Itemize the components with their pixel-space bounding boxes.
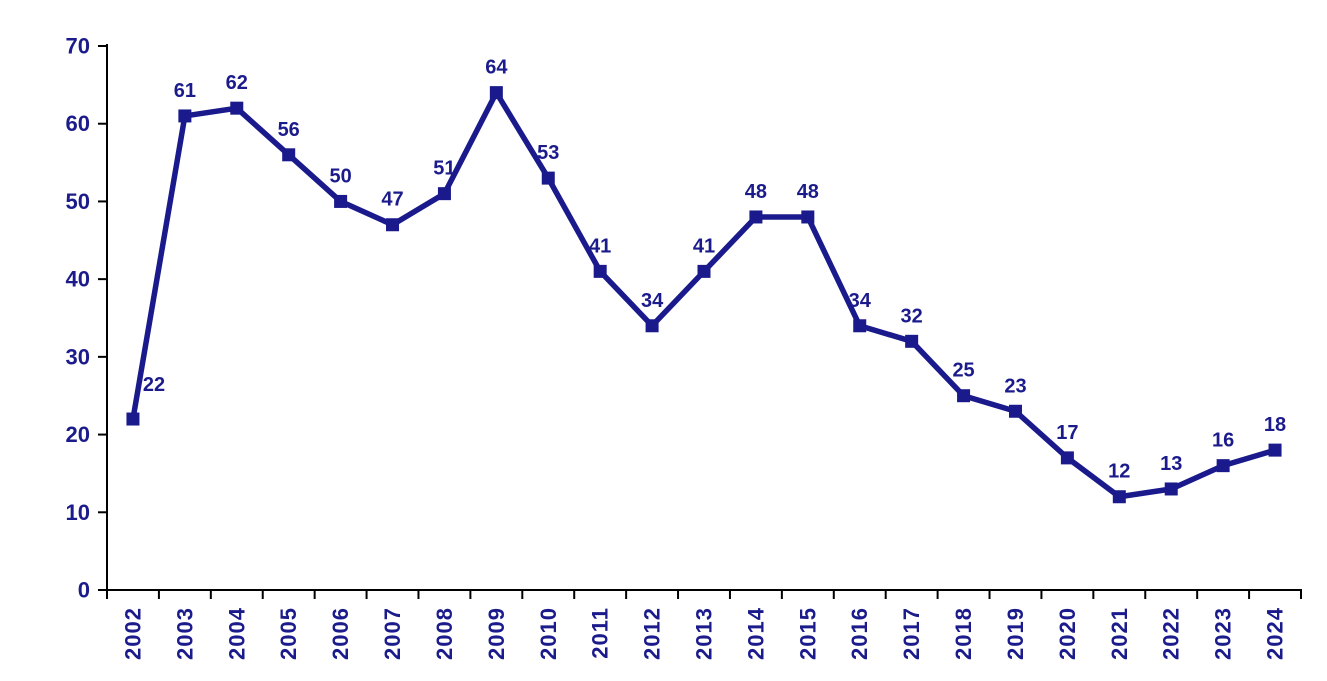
data-point-label: 34 [849, 290, 872, 312]
data-point-marker [697, 264, 711, 278]
data-point-label: 13 [1160, 453, 1182, 475]
data-point-marker [1268, 443, 1282, 457]
data-point-label: 23 [1004, 375, 1026, 397]
data-point-marker [1164, 482, 1178, 496]
x-axis-label: 2015 [795, 607, 820, 660]
data-point-label: 48 [797, 181, 819, 203]
data-point-marker [437, 187, 451, 201]
data-point-marker [957, 389, 971, 403]
y-tick-label: 40 [66, 267, 90, 292]
y-tick-label: 10 [66, 500, 90, 525]
x-axis-label: 2012 [640, 607, 665, 660]
x-axis-label: 2004 [224, 607, 249, 660]
data-point-label: 16 [1212, 430, 1234, 452]
data-point-label: 50 [329, 165, 351, 187]
data-point-label: 34 [641, 290, 664, 312]
data-point-marker [801, 210, 815, 224]
data-point-marker [489, 86, 503, 100]
data-point-marker [1008, 404, 1022, 418]
data-point-label: 12 [1108, 461, 1130, 483]
data-point-label: 47 [381, 189, 403, 211]
data-point-marker [230, 101, 244, 115]
data-point-marker [334, 194, 348, 208]
data-point-marker [386, 218, 400, 232]
x-axis-label: 2014 [743, 607, 768, 660]
data-point-marker [749, 210, 763, 224]
x-axis-label: 2021 [1107, 607, 1132, 660]
data-point-marker [1060, 451, 1074, 465]
data-point-label: 41 [589, 235, 611, 257]
x-axis-label: 2011 [588, 607, 613, 659]
data-point-label: 41 [693, 235, 715, 257]
x-axis-label: 2024 [1263, 607, 1288, 660]
x-axis-label: 2017 [899, 607, 924, 660]
x-axis-label: 2008 [432, 607, 457, 660]
data-point-label: 25 [952, 360, 974, 382]
data-point-label: 48 [745, 181, 767, 203]
y-tick-label: 20 [66, 422, 90, 447]
x-axis-label: 2022 [1159, 607, 1184, 660]
x-axis-label: 2016 [847, 607, 872, 660]
x-axis-label: 2005 [276, 607, 301, 660]
data-point-marker [645, 319, 659, 333]
data-point-label: 32 [901, 305, 923, 327]
data-point-label: 61 [174, 80, 196, 102]
x-axis-label: 2013 [692, 607, 717, 660]
x-axis-label: 2018 [951, 607, 976, 660]
x-axis-label: 2010 [536, 607, 561, 660]
data-point-marker [593, 264, 607, 278]
data-point-label: 51 [433, 158, 455, 180]
y-tick-label: 30 [66, 344, 90, 369]
x-axis-label: 2023 [1211, 607, 1236, 660]
y-tick-label: 60 [66, 111, 90, 136]
x-axis-label: 2002 [120, 607, 145, 660]
data-point-label: 56 [278, 119, 300, 141]
data-point-marker [126, 412, 140, 426]
x-axis-label: 2007 [380, 607, 405, 660]
x-axis-label: 2009 [484, 607, 509, 660]
data-point-marker [1216, 459, 1230, 473]
y-tick-label: 0 [78, 578, 90, 603]
data-point-marker [853, 319, 867, 333]
data-point-marker [282, 148, 296, 162]
data-point-marker [178, 109, 192, 123]
data-point-marker [541, 171, 555, 185]
data-point-label: 64 [485, 57, 508, 79]
data-point-label: 17 [1056, 422, 1078, 444]
data-point-label: 62 [226, 72, 248, 94]
x-axis-label: 2020 [1055, 607, 1080, 660]
x-axis-label: 2019 [1003, 607, 1028, 660]
data-point-marker [905, 334, 919, 348]
x-axis-label: 2006 [328, 607, 353, 660]
trend-line [130, 89, 1278, 500]
x-axis-label: 2003 [172, 607, 197, 660]
data-point-label: 53 [537, 142, 559, 164]
data-point-label: 22 [143, 374, 165, 396]
y-tick-label: 70 [66, 34, 90, 59]
data-point-marker [1112, 490, 1126, 504]
data-point-label: 18 [1264, 414, 1286, 436]
y-tick-label: 50 [66, 189, 90, 214]
